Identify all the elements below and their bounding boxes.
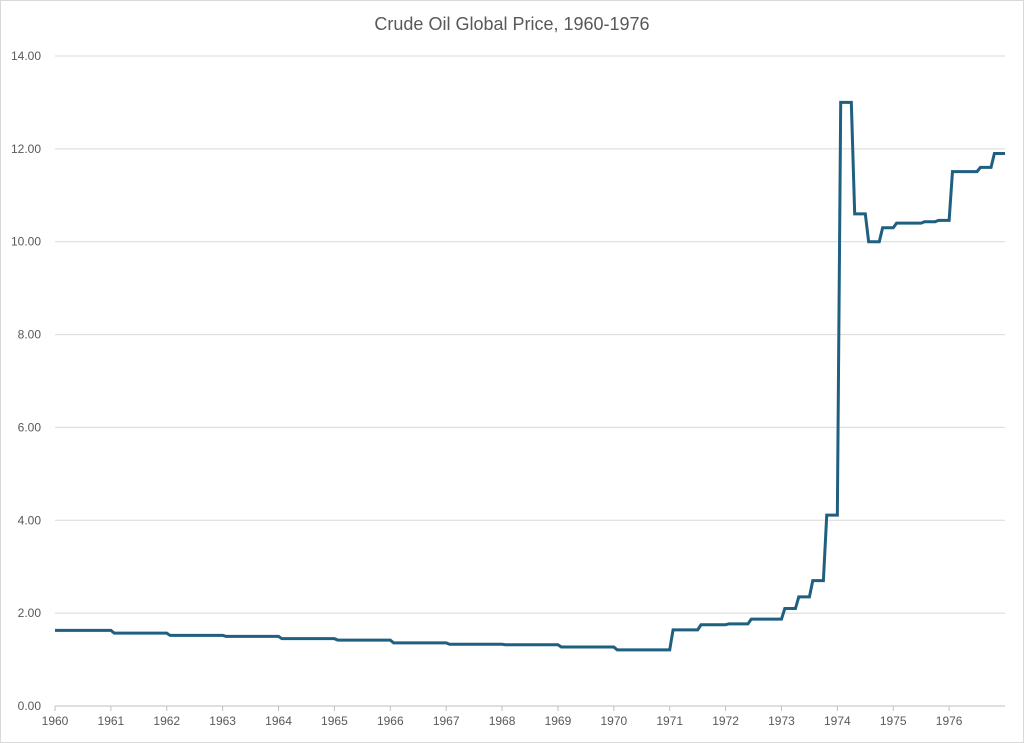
price-series-line [55,100,1005,652]
x-tick-label: 1967 [433,714,460,728]
y-tick-label: 2.00 [18,606,42,620]
x-tick-label: 1968 [489,714,516,728]
x-tick-label: 1966 [377,714,404,728]
y-tick-label: 0.00 [18,699,42,713]
x-tick-label: 1972 [712,714,739,728]
x-tick-label: 1970 [600,714,627,728]
x-tick-label: 1961 [98,714,125,728]
x-tick-label: 1975 [880,714,907,728]
x-tick-label: 1969 [545,714,572,728]
y-tick-label: 6.00 [18,420,42,434]
y-tick-label: 10.00 [11,235,41,249]
y-tick-label: 8.00 [18,328,42,342]
y-tick-label: 14.00 [11,49,41,63]
x-tick-label: 1971 [656,714,683,728]
x-tick-label: 1960 [42,714,69,728]
x-tick-label: 1963 [209,714,236,728]
y-tick-label: 4.00 [18,513,42,527]
x-tick-label: 1964 [265,714,292,728]
chart-title: Crude Oil Global Price, 1960-1976 [374,14,650,34]
y-tick-label: 12.00 [11,142,41,156]
x-tick-label: 1973 [768,714,795,728]
x-tick-label: 1965 [321,714,348,728]
x-tick-label: 1962 [153,714,180,728]
x-tick-label: 1976 [936,714,963,728]
x-tick-label: 1974 [824,714,851,728]
